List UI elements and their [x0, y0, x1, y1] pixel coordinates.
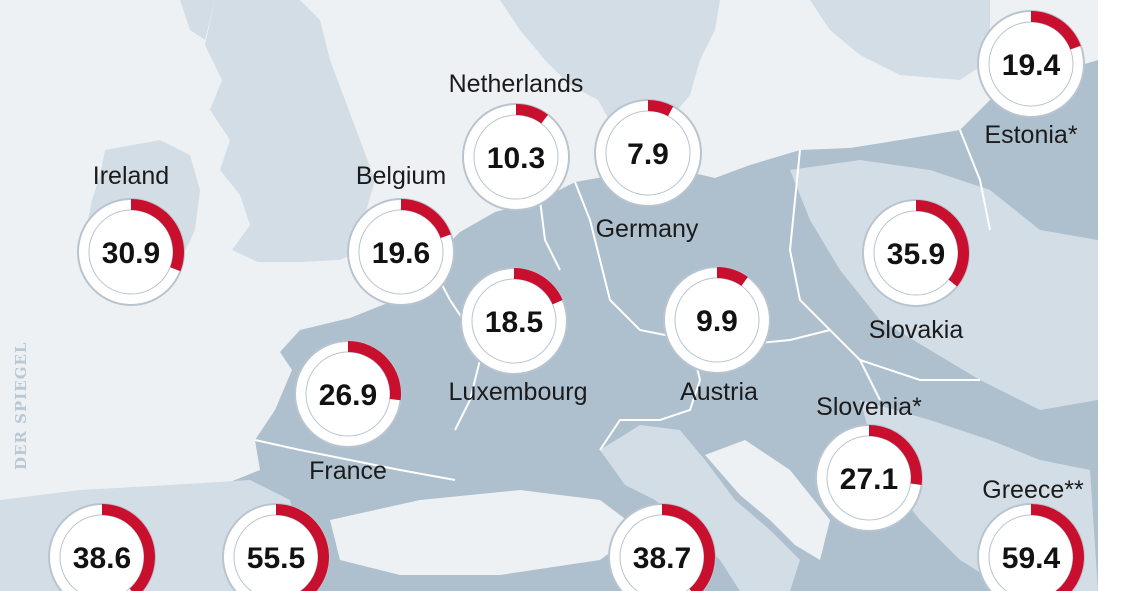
donut-share-greece — [1031, 504, 1084, 591]
value-label-slovakia: 35.9 — [886, 238, 946, 271]
value-label-france: 26.9 — [318, 379, 378, 412]
donut-greece — [977, 503, 1085, 591]
donut-unlabeled-12 — [222, 503, 330, 591]
value-label-estonia: 19.4 — [1001, 49, 1061, 82]
donut-share-slovakia — [916, 200, 969, 287]
country-label-luxembourg: Luxembourg — [448, 378, 588, 406]
donut-france — [294, 340, 402, 448]
donut-share-unlabeled-11 — [102, 504, 155, 591]
value-label-germany: 7.9 — [627, 138, 669, 171]
value-label-greece: 59.4 — [1001, 542, 1061, 575]
donut-estonia — [977, 10, 1085, 118]
value-label-slovenia: 27.1 — [839, 463, 899, 496]
donut-share-unlabeled-12 — [276, 504, 329, 591]
value-label-unlabeled-13: 38.7 — [632, 542, 692, 575]
land-finland — [810, 0, 990, 80]
donut-share-luxembourg — [514, 268, 563, 305]
country-label-netherlands: Netherlands — [448, 70, 584, 98]
country-label-ireland: Ireland — [92, 162, 170, 190]
publisher-watermark: DER SPIEGEL — [12, 341, 30, 470]
donut-unlabeled-13 — [608, 503, 716, 591]
donut-austria — [663, 266, 771, 374]
country-label-belgium: Belgium — [355, 162, 447, 190]
land-italy — [600, 425, 800, 591]
donut-share-unlabeled-13 — [662, 504, 715, 591]
value-label-netherlands: 10.3 — [486, 142, 546, 175]
value-label-belgium: 19.6 — [371, 237, 431, 270]
donut-share-germany — [648, 100, 674, 117]
donut-share-slovenia — [869, 425, 923, 485]
sea-adriatic — [705, 440, 830, 560]
land-scotland — [180, 0, 215, 40]
donut-germany — [594, 99, 702, 207]
value-label-austria: 9.9 — [696, 305, 738, 338]
donut-share-netherlands — [516, 104, 548, 124]
donut-unlabeled-11 — [48, 503, 156, 591]
donut-share-france — [348, 341, 401, 401]
country-label-greece: Greece** — [982, 476, 1084, 504]
value-label-ireland: 30.9 — [101, 237, 161, 270]
country-label-estonia: Estonia* — [984, 121, 1078, 149]
country-label-slovakia: Slovakia — [868, 316, 964, 344]
value-label-unlabeled-12: 55.5 — [246, 542, 306, 575]
country-label-france: France — [309, 457, 387, 485]
country-label-slovenia: Slovenia* — [816, 393, 922, 421]
page-margin — [1098, 0, 1128, 591]
donut-belgium — [347, 198, 455, 306]
donut-share-austria — [717, 267, 748, 286]
donut-share-estonia — [1031, 11, 1081, 50]
donut-netherlands — [462, 103, 570, 211]
donut-share-belgium — [401, 199, 451, 239]
value-label-luxembourg: 18.5 — [484, 306, 544, 339]
value-label-unlabeled-11: 38.6 — [72, 542, 132, 575]
donut-slovakia — [862, 199, 970, 307]
sea-mediterranean — [330, 490, 640, 575]
country-label-germany: Germany — [595, 215, 699, 243]
sea-baltic — [720, 20, 845, 120]
donut-slovenia — [815, 424, 923, 532]
country-label-austria: Austria — [680, 378, 758, 406]
land-great-britain — [205, 0, 375, 262]
donut-luxembourg — [460, 267, 568, 375]
donut-ireland — [77, 198, 185, 306]
donut-share-ireland — [131, 199, 184, 272]
